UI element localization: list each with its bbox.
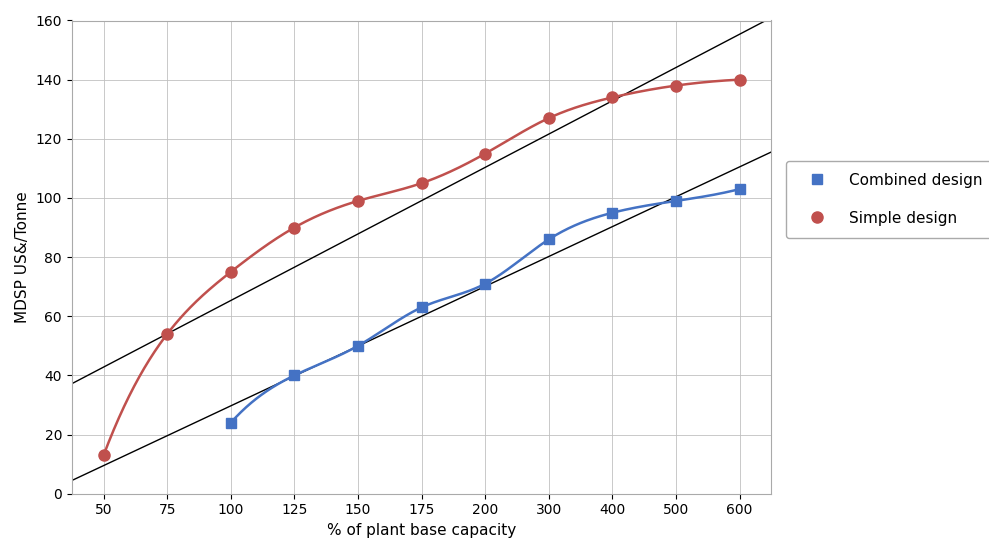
- Simple design: [415, 180, 427, 186]
- Simple design: [98, 452, 110, 458]
- Combined design: [352, 342, 364, 349]
- Simple design: [480, 150, 492, 157]
- Combined design: [671, 197, 682, 204]
- Combined design: [543, 236, 555, 243]
- Simple design: [543, 115, 555, 122]
- X-axis label: % of plant base capacity: % of plant base capacity: [327, 523, 516, 538]
- Combined design: [734, 186, 746, 192]
- Simple design: [606, 94, 618, 101]
- Simple design: [671, 82, 682, 89]
- Combined design: [225, 419, 236, 426]
- Legend: Combined design, Simple design: Combined design, Simple design: [786, 160, 989, 238]
- Combined design: [480, 280, 492, 287]
- Simple design: [161, 331, 173, 337]
- Line: Combined design: Combined design: [225, 184, 745, 427]
- Combined design: [606, 210, 618, 216]
- Simple design: [289, 224, 301, 231]
- Simple design: [352, 197, 364, 204]
- Line: Simple design: Simple design: [98, 74, 745, 461]
- Simple design: [225, 269, 236, 275]
- Combined design: [415, 304, 427, 311]
- Combined design: [289, 372, 301, 379]
- Simple design: [734, 76, 746, 83]
- Y-axis label: MDSP US&/Tonne: MDSP US&/Tonne: [15, 191, 30, 323]
